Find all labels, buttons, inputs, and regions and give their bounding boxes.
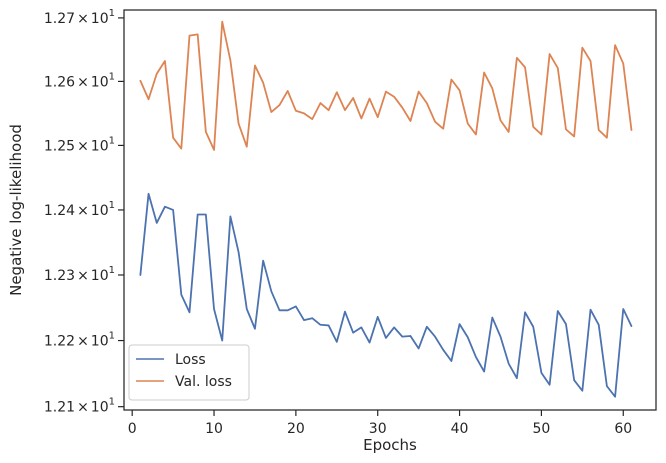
series-layer <box>139 20 633 398</box>
x-axis-ticks: 0 10 20 30 40 50 60 <box>128 410 632 437</box>
y-tick-exponent: 1 <box>109 265 115 276</box>
x-tick-label: 50 <box>533 421 551 437</box>
y-tick-mantissa: 1.27 <box>44 11 75 27</box>
y-tick-exponent: 1 <box>109 8 115 19</box>
y-tick-mantissa: 1.25 <box>44 138 75 154</box>
y-tick-mantissa: 1.21 <box>44 400 75 416</box>
y-tick-exponent: 1 <box>109 331 115 342</box>
y-tick-exponent: 1 <box>109 71 115 82</box>
y-tick-times: × <box>77 138 89 154</box>
y-tick-exponent: 1 <box>109 135 115 146</box>
y-axis-label: Negative log-likelihood <box>7 124 25 296</box>
x-axis-label: Epochs <box>363 436 417 454</box>
y-tick-times: × <box>77 268 89 284</box>
y-tick-mantissa: 1.26 <box>44 74 75 90</box>
y-tick-mantissa: 1.23 <box>44 268 75 284</box>
y-tick-exponent: 1 <box>109 397 115 408</box>
y-tick-label: 1.24 × 101 <box>44 200 115 219</box>
y-tick-label: 1.25 × 101 <box>44 135 115 154</box>
series-line-val-loss <box>139 20 633 151</box>
y-tick-base: 10 <box>91 203 109 219</box>
y-tick-times: × <box>77 334 89 350</box>
y-tick-times: × <box>77 74 89 90</box>
y-tick-mantissa: 1.22 <box>44 334 75 350</box>
x-tick-label: 40 <box>451 421 469 437</box>
x-tick-label: 20 <box>287 421 305 437</box>
x-tick-label: 60 <box>614 421 632 437</box>
x-tick-label: 0 <box>128 421 137 437</box>
y-tick-label: 1.21 × 101 <box>44 397 115 416</box>
y-tick-exponent: 1 <box>109 200 115 211</box>
x-tick-label: 10 <box>205 421 223 437</box>
y-tick-label: 1.23 × 101 <box>44 265 115 284</box>
y-tick-base: 10 <box>91 138 109 154</box>
y-tick-base: 10 <box>91 268 109 284</box>
y-tick-base: 10 <box>91 11 109 27</box>
legend: Loss Val. loss <box>128 344 250 401</box>
y-tick-base: 10 <box>91 400 109 416</box>
series-line-loss <box>139 192 633 398</box>
legend-label-val-loss: Val. loss <box>175 374 232 390</box>
y-tick-base: 10 <box>91 74 109 90</box>
legend-label-loss: Loss <box>175 352 206 368</box>
y-tick-label: 1.27 × 101 <box>44 8 115 27</box>
y-tick-base: 10 <box>91 334 109 350</box>
y-tick-label: 1.26 × 101 <box>44 71 115 90</box>
y-tick-times: × <box>77 11 89 27</box>
y-tick-mantissa: 1.24 <box>44 203 75 219</box>
y-tick-times: × <box>77 203 89 219</box>
axes-frame <box>123 9 657 411</box>
y-tick-label: 1.22 × 101 <box>44 331 115 350</box>
y-tick-times: × <box>77 400 89 416</box>
x-tick-label: 30 <box>369 421 387 437</box>
